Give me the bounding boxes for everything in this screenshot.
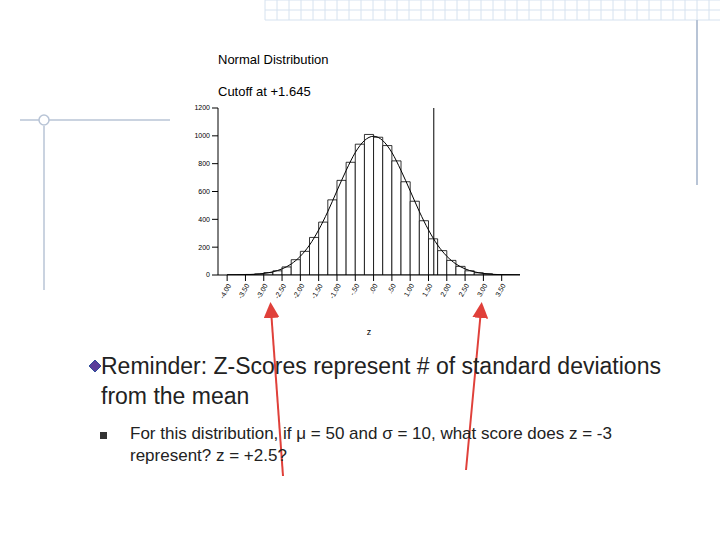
svg-text:1000: 1000 <box>194 132 210 139</box>
svg-text:-2.50: -2.50 <box>273 282 287 299</box>
svg-text:0: 0 <box>206 271 210 278</box>
html-text:For this distribution, if μ =: For this distribution, if μ = 50 and σ =… <box>130 424 612 465</box>
svg-text:400: 400 <box>198 216 210 223</box>
svg-text:.00: .00 <box>368 282 379 294</box>
svg-text:-1.00: -1.00 <box>328 282 342 299</box>
svg-text:-1.50: -1.50 <box>310 282 324 299</box>
svg-text:-4.00: -4.00 <box>218 282 232 299</box>
html-text:Reminder: Z-Scores represent #: Reminder: Z-Scores represent # of standa… <box>101 353 661 409</box>
svg-text:200: 200 <box>198 244 210 251</box>
svg-text:1200: 1200 <box>194 104 210 111</box>
svg-text:800: 800 <box>198 160 210 167</box>
svg-text:-3.00: -3.00 <box>255 282 269 299</box>
svg-text:z: z <box>367 327 372 335</box>
svg-text:.50: .50 <box>386 282 397 294</box>
svg-text:1.00: 1.00 <box>402 282 415 297</box>
html-text:Cutoff at +1.645: Cutoff at +1.645 <box>218 84 311 99</box>
svg-text:-.50: -.50 <box>348 282 360 296</box>
svg-text:-2.00: -2.00 <box>291 282 305 299</box>
svg-text:-3.50: -3.50 <box>237 282 251 299</box>
svg-text:600: 600 <box>198 188 210 195</box>
svg-text:1.50: 1.50 <box>421 282 434 297</box>
svg-text:3.00: 3.00 <box>476 282 489 297</box>
svg-text:2.00: 2.00 <box>439 282 452 297</box>
svg-text:3.50: 3.50 <box>494 282 507 297</box>
svg-text:2.50: 2.50 <box>457 282 470 297</box>
html-text:Normal Distribution: Normal Distribution <box>218 52 329 67</box>
